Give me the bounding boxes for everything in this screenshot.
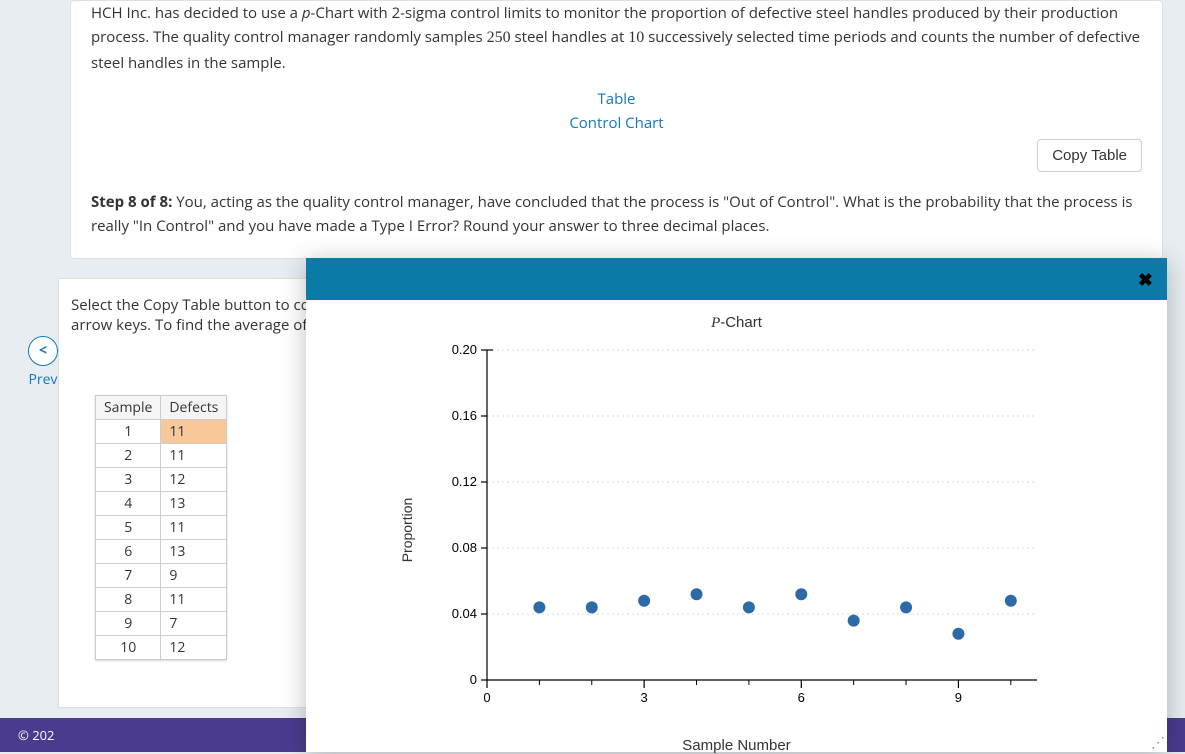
intro-text: HCH Inc. has decided to use a p-Chart wi… bbox=[91, 1, 1142, 75]
resize-grip-icon[interactable]: ⋰ bbox=[1151, 736, 1165, 750]
hint-l1: Select the Copy Table button to cop bbox=[71, 295, 319, 315]
table-row: 811 bbox=[96, 588, 227, 612]
cell-defects[interactable]: 11 bbox=[161, 444, 227, 468]
step-body: You, acting as the quality control manag… bbox=[91, 192, 1133, 236]
copy-row: Copy Table bbox=[91, 139, 1142, 172]
cell-defects[interactable]: 9 bbox=[161, 564, 227, 588]
chart-title-rest: -Chart bbox=[720, 314, 762, 331]
svg-text:0.16: 0.16 bbox=[451, 408, 476, 423]
table-row: 211 bbox=[96, 444, 227, 468]
prev-button[interactable]: < Prev bbox=[28, 336, 58, 389]
step-label: Step 8 of 8: bbox=[91, 192, 172, 212]
cell-defects[interactable]: 12 bbox=[161, 468, 227, 492]
intro-n: 250 bbox=[487, 29, 511, 46]
chart-modal: ✖ P-Chart Proportion 0 0.04 0.08 0.12 0.16 0.… bbox=[306, 258, 1167, 752]
cell-sample: 1 bbox=[96, 420, 161, 444]
table-row: 511 bbox=[96, 516, 227, 540]
cell-sample: 9 bbox=[96, 612, 161, 636]
cell-sample: 2 bbox=[96, 444, 161, 468]
table-row: 1012 bbox=[96, 636, 227, 660]
prev-label: Prev bbox=[29, 370, 58, 389]
svg-text:0.12: 0.12 bbox=[451, 474, 476, 489]
cell-defects[interactable]: 12 bbox=[161, 636, 227, 660]
svg-text:0.20: 0.20 bbox=[451, 342, 476, 357]
col-defects: Defects bbox=[161, 396, 227, 420]
table-row: 79 bbox=[96, 564, 227, 588]
intro-p: p bbox=[302, 3, 311, 23]
cell-defects[interactable]: 13 bbox=[161, 540, 227, 564]
col-sample: Sample bbox=[96, 396, 161, 420]
question-card: HCH Inc. has decided to use a p-Chart wi… bbox=[70, 0, 1163, 259]
cell-sample: 5 bbox=[96, 516, 161, 540]
cell-sample: 7 bbox=[96, 564, 161, 588]
table-link[interactable]: Table bbox=[91, 89, 1142, 109]
svg-text:9: 9 bbox=[954, 690, 961, 705]
copyright: © 202 bbox=[18, 726, 55, 744]
x-axis-label: Sample Number bbox=[682, 737, 790, 754]
cell-defects[interactable]: 11 bbox=[161, 588, 227, 612]
link-group: Table Control Chart bbox=[91, 89, 1142, 133]
close-icon[interactable]: ✖ bbox=[1138, 268, 1153, 292]
table-row: 613 bbox=[96, 540, 227, 564]
control-chart-link[interactable]: Control Chart bbox=[91, 113, 1142, 133]
intro-seg-mid2: steel handles at bbox=[511, 27, 629, 47]
intro-k: 10 bbox=[628, 29, 644, 46]
y-axis-label: Proportion bbox=[399, 498, 415, 563]
cell-defects[interactable]: 11 bbox=[161, 420, 227, 444]
cell-sample: 8 bbox=[96, 588, 161, 612]
svg-text:0.04: 0.04 bbox=[451, 606, 476, 621]
chevron-left-icon: < bbox=[28, 336, 58, 366]
modal-header[interactable]: ✖ bbox=[306, 258, 1167, 300]
copy-table-button[interactable]: Copy Table bbox=[1037, 139, 1142, 172]
defects-table: Sample Defects 1112113124135116137981197… bbox=[95, 395, 227, 660]
hint-l2: arrow keys. To find the average of t bbox=[71, 315, 317, 335]
svg-text:0: 0 bbox=[483, 690, 490, 705]
cell-sample: 4 bbox=[96, 492, 161, 516]
step-text: Step 8 of 8: You, acting as the quality … bbox=[91, 190, 1142, 238]
chart-area: Proportion 00.040.080.120.160.200369 Sam… bbox=[417, 340, 1057, 720]
table-row: 312 bbox=[96, 468, 227, 492]
svg-text:3: 3 bbox=[640, 690, 647, 705]
cell-defects[interactable]: 11 bbox=[161, 516, 227, 540]
cell-sample: 6 bbox=[96, 540, 161, 564]
svg-text:0.08: 0.08 bbox=[451, 540, 476, 555]
svg-text:6: 6 bbox=[797, 690, 804, 705]
cell-sample: 3 bbox=[96, 468, 161, 492]
table-row: 97 bbox=[96, 612, 227, 636]
svg-text:0: 0 bbox=[469, 672, 476, 687]
cell-sample: 10 bbox=[96, 636, 161, 660]
pchart-svg: 0 0.04 0.08 0.12 0.16 0.20 0 3 6 9 bbox=[417, 340, 1057, 720]
intro-seg-pre: HCH Inc. has decided to use a bbox=[91, 3, 302, 23]
cell-defects[interactable]: 7 bbox=[161, 612, 227, 636]
cell-defects[interactable]: 13 bbox=[161, 492, 227, 516]
chart-title: P-Chart bbox=[336, 314, 1137, 332]
modal-body: P-Chart Proportion 0 0.04 0.08 0.12 0.16 0.20… bbox=[306, 300, 1167, 752]
chart-title-p: P bbox=[711, 315, 720, 331]
table-row: 111 bbox=[96, 420, 227, 444]
table-row: 413 bbox=[96, 492, 227, 516]
